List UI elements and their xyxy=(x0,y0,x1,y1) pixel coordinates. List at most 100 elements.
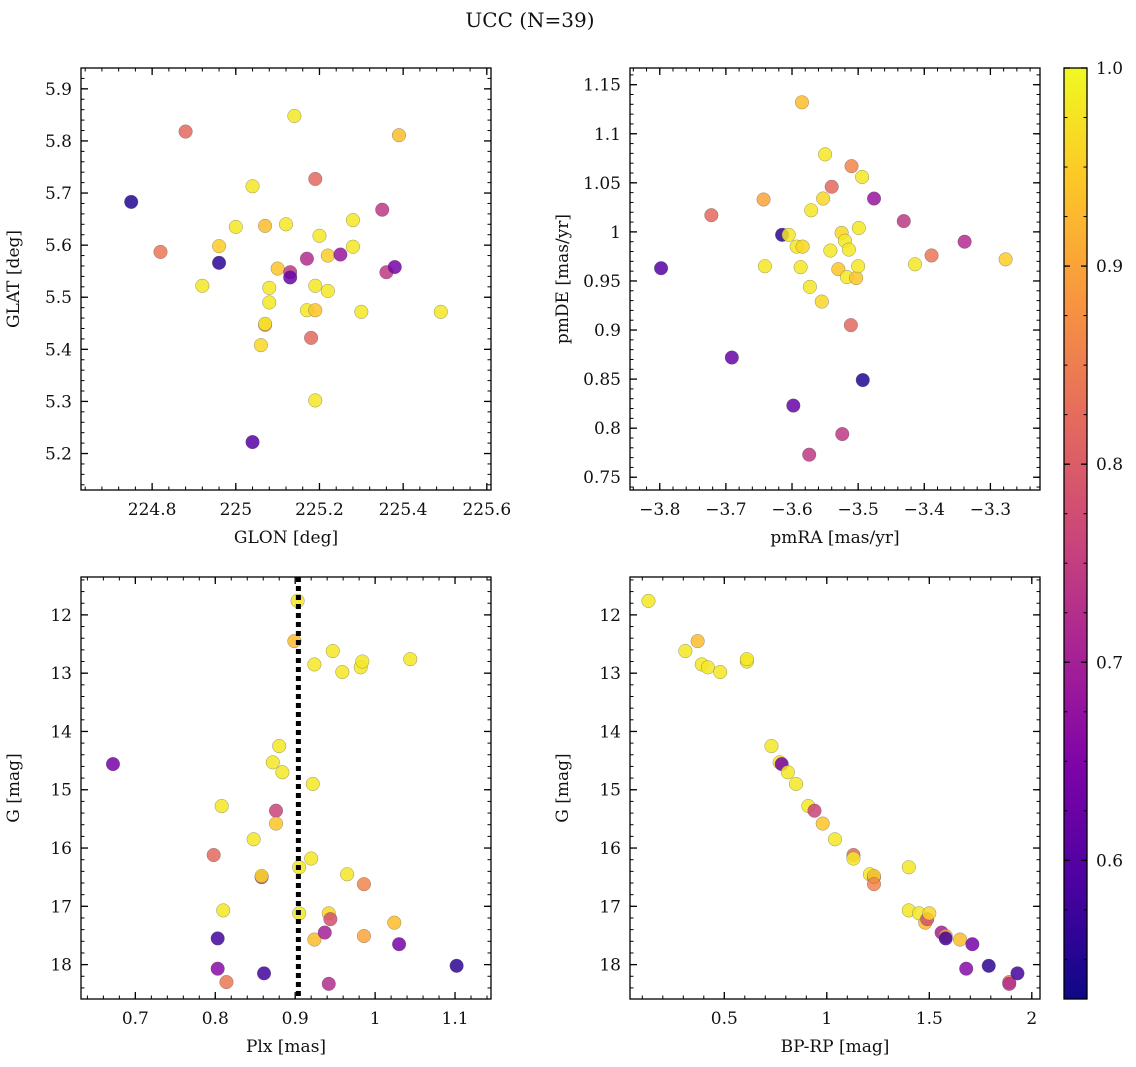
data-point xyxy=(214,799,229,814)
data-point xyxy=(307,657,322,672)
pmra-pmde-panel: −3.8 −3.7 −3.6 −3.5 −3.4 −3.3 0.75 0.8 0.85 0.9 0.… xyxy=(553,67,1041,548)
data-point xyxy=(981,958,996,973)
y-tick-label: 13 xyxy=(599,664,621,684)
data-point xyxy=(254,868,269,884)
y-tick-label: 5.8 xyxy=(45,132,72,152)
ticks xyxy=(630,577,1040,999)
data-point xyxy=(896,214,911,229)
y-tick-label: 1.1 xyxy=(594,125,621,145)
y-tick-label: 1.05 xyxy=(583,174,621,194)
data-point xyxy=(308,303,323,318)
x-tick-label: −3.5 xyxy=(838,500,879,520)
data-point xyxy=(835,427,850,442)
ticks xyxy=(630,68,1040,490)
x-tick-label: 225 xyxy=(220,500,252,520)
data-point xyxy=(678,643,693,659)
y-tick-label: 5.3 xyxy=(45,392,72,412)
data-point xyxy=(866,877,882,892)
y-tick-label: 5.2 xyxy=(45,445,72,465)
data-point xyxy=(786,398,801,413)
y-tick-label: 1.15 xyxy=(583,76,621,96)
data-point xyxy=(823,243,838,258)
data-point xyxy=(704,208,719,223)
data-point xyxy=(844,159,859,174)
ticks xyxy=(81,577,491,999)
data-point xyxy=(757,259,772,274)
data-point xyxy=(258,218,273,233)
y-tick-label: 0.85 xyxy=(583,370,621,390)
data-point xyxy=(262,295,277,310)
data-point xyxy=(855,373,870,388)
y-tick-label: 0.8 xyxy=(594,419,621,439)
data-point xyxy=(335,664,350,680)
data-point xyxy=(841,242,856,257)
y-tick-label: 16 xyxy=(50,839,72,859)
y-tick-label: 0.9 xyxy=(594,321,621,341)
data-point xyxy=(724,350,739,365)
data-point xyxy=(356,929,371,944)
data-point xyxy=(245,179,260,194)
data-point xyxy=(178,124,193,139)
y-tick-label: 16 xyxy=(599,839,621,859)
data-point xyxy=(354,304,369,319)
ticks xyxy=(81,67,491,490)
y-tick-label: 5.7 xyxy=(45,184,72,204)
data-point xyxy=(195,278,210,293)
data-point xyxy=(333,247,348,262)
data-point xyxy=(794,95,809,110)
data-point xyxy=(287,108,302,123)
data-point xyxy=(846,851,861,866)
x-tick-label: −3.3 xyxy=(970,500,1011,520)
y-tick-label: 17 xyxy=(50,897,72,917)
axes-frame xyxy=(80,576,492,1000)
data-point xyxy=(391,128,407,143)
data-point xyxy=(272,738,287,754)
data-point xyxy=(304,851,319,866)
x-tick-label: −3.7 xyxy=(705,500,746,520)
data-point xyxy=(851,259,866,274)
data-point xyxy=(317,925,332,940)
data-point xyxy=(268,816,284,831)
data-point xyxy=(998,252,1013,267)
x-tick-label: 0.5 xyxy=(711,1009,738,1029)
data-point xyxy=(804,203,819,218)
data-point xyxy=(219,975,234,990)
figure-title: UCC (N=39) xyxy=(465,8,594,32)
data-point xyxy=(449,958,464,973)
data-point xyxy=(323,912,338,927)
data-point xyxy=(807,803,822,818)
y-tick-label: 1 xyxy=(610,223,621,243)
data-point xyxy=(210,961,225,976)
data-point xyxy=(387,259,402,275)
data-point xyxy=(713,664,728,680)
data-point xyxy=(957,234,972,249)
data-point xyxy=(781,227,796,242)
y-tick-label: 18 xyxy=(599,956,621,976)
data-point xyxy=(345,239,360,254)
x-axis-label: Plx [mas] xyxy=(246,1037,326,1057)
data-point xyxy=(275,765,290,780)
data-point xyxy=(953,932,968,947)
data-point xyxy=(938,931,953,946)
x-tick-label: 1.1 xyxy=(442,1009,469,1029)
data-point xyxy=(901,860,916,875)
data-point xyxy=(228,219,243,234)
x-tick-label: 225.6 xyxy=(462,500,511,520)
x-axis-label: BP-RP [mag] xyxy=(781,1037,890,1057)
data-point xyxy=(816,191,831,206)
data-point xyxy=(789,776,804,791)
data-point xyxy=(356,877,371,892)
data-point xyxy=(641,593,656,608)
data-point xyxy=(308,278,323,293)
data-point xyxy=(216,903,231,918)
data-point xyxy=(764,738,779,754)
data-point xyxy=(153,244,168,259)
x-axis-label: pmRA [mas/yr] xyxy=(770,528,899,548)
data-point xyxy=(780,765,795,780)
data-point xyxy=(210,931,225,946)
data-point xyxy=(907,257,923,272)
colorbar: 0.6 0.7 0.8 0.9 1.0 xyxy=(1063,59,1123,1000)
data-point xyxy=(304,330,319,345)
y-tick-label: 15 xyxy=(50,781,72,801)
